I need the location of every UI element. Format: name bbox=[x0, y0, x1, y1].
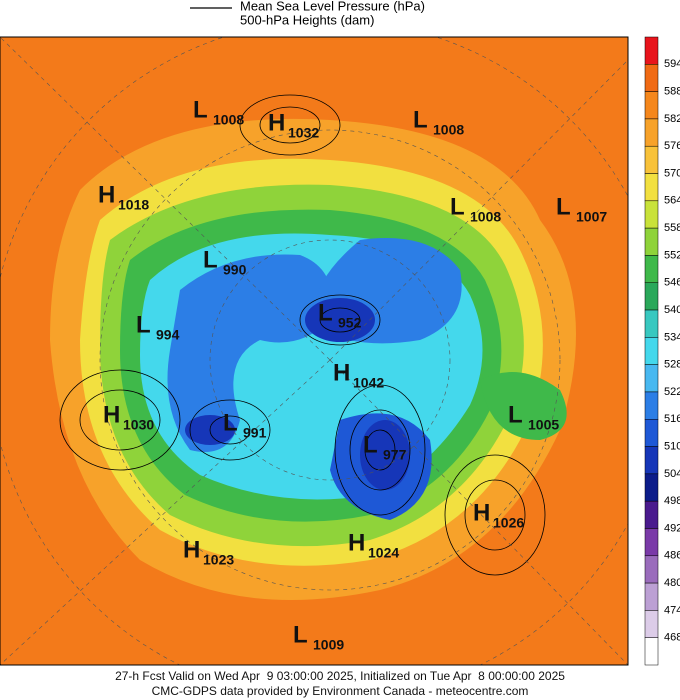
center-letter: L bbox=[203, 246, 218, 273]
colorbar-cell bbox=[644, 200, 659, 229]
colorbar-label: 516 bbox=[664, 413, 680, 425]
footer-line: 27-h Fcst Valid on Wed Apr 9 03:00:00 20… bbox=[115, 669, 565, 683]
center-letter: H bbox=[268, 109, 285, 136]
colorbar-label: 534 bbox=[664, 331, 680, 343]
center-letter: H bbox=[348, 529, 365, 556]
colorbar-cell bbox=[644, 64, 659, 92]
center-letter: H bbox=[183, 536, 200, 563]
legend-label: 500-hPa Heights (dam) bbox=[240, 12, 374, 27]
colorbar-cell bbox=[644, 610, 659, 638]
colorbar-label: 474 bbox=[664, 604, 680, 616]
colorbar-label: 558 bbox=[664, 222, 680, 234]
center-value: 990 bbox=[223, 262, 247, 278]
center-value: 952 bbox=[338, 315, 362, 331]
colorbar-cell bbox=[644, 500, 659, 529]
center-value: 1018 bbox=[118, 197, 149, 213]
height-zone bbox=[480, 372, 567, 440]
center-value: 1024 bbox=[368, 545, 399, 561]
colorbar-cell bbox=[644, 255, 659, 283]
colorbar-cell bbox=[644, 337, 659, 365]
center-letter: H bbox=[333, 359, 350, 386]
colorbar-label: 528 bbox=[664, 359, 680, 371]
center-value: 1007 bbox=[576, 209, 607, 225]
colorbar-cell bbox=[644, 637, 659, 666]
center-value: 1009 bbox=[313, 637, 344, 653]
colorbar-label: 564 bbox=[664, 195, 680, 207]
center-letter: H bbox=[98, 181, 115, 208]
center-letter: L bbox=[556, 193, 571, 220]
colorbar-cell bbox=[644, 145, 659, 174]
graticule bbox=[0, 37, 628, 665]
center-letter: H bbox=[103, 401, 120, 428]
center-letter: L bbox=[223, 409, 238, 436]
center-letter: L bbox=[193, 96, 208, 123]
center-letter: L bbox=[413, 106, 428, 133]
colorbar-cell bbox=[644, 419, 659, 447]
center-letter: L bbox=[450, 193, 465, 220]
colorbar-label: 552 bbox=[664, 249, 680, 261]
map bbox=[0, 37, 628, 665]
colorbar-cell bbox=[644, 91, 659, 120]
center-letter: L bbox=[136, 311, 151, 338]
center-value: 1008 bbox=[213, 112, 244, 128]
colorbar-cell bbox=[644, 282, 659, 311]
colorbar-label: 570 bbox=[664, 167, 680, 179]
colorbar-label: 480 bbox=[664, 577, 680, 589]
colorbar-label: 546 bbox=[664, 277, 680, 289]
colorbar-label: 582 bbox=[664, 113, 680, 125]
colorbar-cell bbox=[644, 391, 659, 420]
center-value: 1008 bbox=[433, 122, 464, 138]
colorbar-label: 522 bbox=[664, 386, 680, 398]
colorbar-cell bbox=[644, 473, 659, 502]
colorbar-label: 504 bbox=[664, 468, 680, 480]
center-letter: L bbox=[508, 401, 523, 428]
height-zone bbox=[167, 254, 332, 452]
colorbar-cell bbox=[644, 582, 659, 611]
colorbar-cell bbox=[644, 173, 659, 202]
isobars bbox=[59, 94, 546, 576]
colorbar-label: 540 bbox=[664, 304, 680, 316]
center-value: 1023 bbox=[203, 552, 234, 568]
colorbar-label: 576 bbox=[664, 140, 680, 152]
colorbar-cell bbox=[644, 227, 659, 256]
colorbar-cell bbox=[644, 36, 659, 65]
legend-label: Mean Sea Level Pressure (hPa) bbox=[240, 0, 425, 13]
center-value: 994 bbox=[156, 327, 180, 343]
center-value: 1030 bbox=[123, 417, 154, 433]
colorbar-label: 588 bbox=[664, 86, 680, 98]
footer-line: CMC-GDPS data provided by Environment Ca… bbox=[152, 684, 529, 698]
map-frame bbox=[0, 36, 629, 666]
center-letter: L bbox=[318, 299, 333, 326]
colorbar-label: 486 bbox=[664, 550, 680, 562]
center-value: 1008 bbox=[470, 209, 501, 225]
colorbar-cell bbox=[644, 555, 659, 584]
center-letter: L bbox=[363, 431, 378, 458]
colorbar-cell bbox=[644, 118, 659, 147]
colorbar-label: 498 bbox=[664, 495, 680, 507]
height-zone bbox=[305, 298, 375, 342]
center-value: 991 bbox=[243, 425, 267, 441]
center-value: 1042 bbox=[353, 375, 384, 391]
center-value: 1026 bbox=[493, 515, 524, 531]
center-value: 1005 bbox=[528, 417, 559, 433]
colorbar-cell bbox=[644, 528, 659, 557]
colorbar-label: 492 bbox=[664, 522, 680, 534]
colorbar: 594 588 582 576 570 564 558 552 546 540 534 528 522 5… bbox=[644, 36, 680, 666]
colorbar-cell bbox=[644, 364, 659, 393]
colorbar-label: 510 bbox=[664, 440, 680, 452]
center-value: 977 bbox=[383, 447, 407, 463]
center-value: 1032 bbox=[288, 125, 319, 141]
center-letter: H bbox=[473, 499, 490, 526]
colorbar-label: 468 bbox=[664, 632, 680, 644]
colorbar-cell bbox=[644, 446, 659, 475]
colorbar-label: 594 bbox=[664, 58, 680, 70]
center-letter: L bbox=[293, 621, 308, 648]
colorbar-cell bbox=[644, 309, 659, 338]
